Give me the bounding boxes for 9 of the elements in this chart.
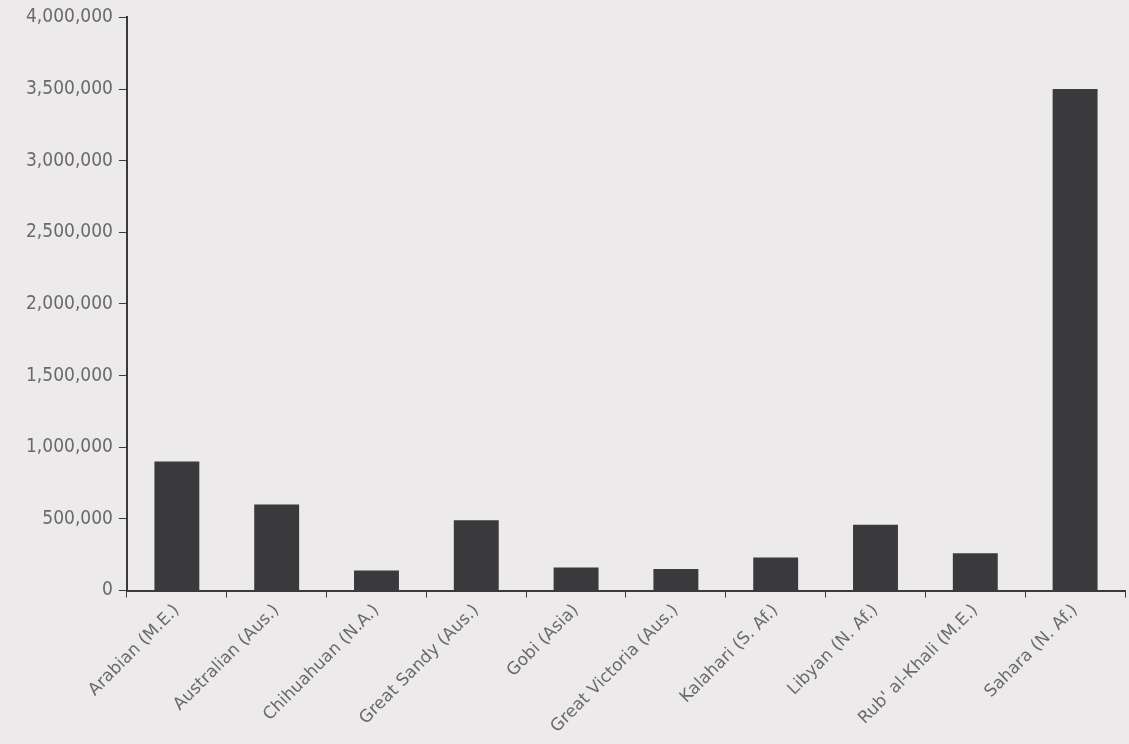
y-tick-label: 0 <box>102 577 113 600</box>
y-tick-label: 2,500,000 <box>26 219 113 242</box>
y-tick-label: 1,000,000 <box>26 434 113 457</box>
y-tick-label: 1,500,000 <box>26 362 113 385</box>
y-tick-label: 500,000 <box>42 505 113 528</box>
y-tick-label: 3,500,000 <box>26 75 113 98</box>
y-tick-label: 2,000,000 <box>26 290 113 313</box>
y-tick-label: 3,000,000 <box>26 147 113 170</box>
y-tick-label: 4,000,000 <box>26 4 113 27</box>
